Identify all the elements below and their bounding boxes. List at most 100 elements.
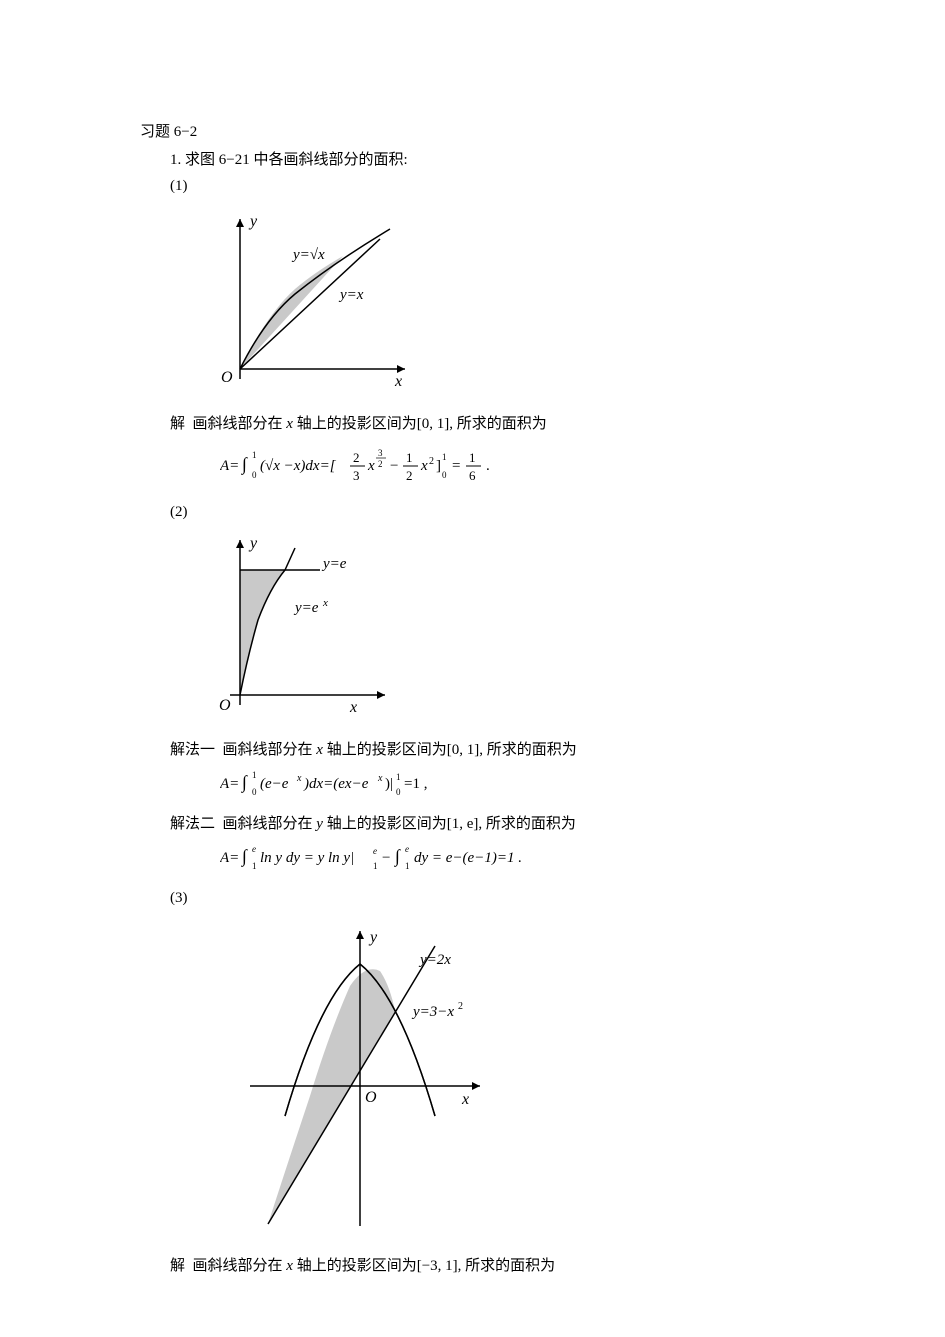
sol3-x: x — [286, 1258, 293, 1274]
f1-lb: 0 — [252, 470, 257, 480]
x-arrow-3 — [472, 1082, 480, 1090]
y-label-1: y — [248, 213, 258, 230]
part-2-label: (2) — [140, 500, 805, 524]
solution-3: 解 画斜线部分在 x 轴上的投影区间为[−3, 1], 所求的面积为 — [140, 1254, 805, 1278]
f2a-res: =1 , — [404, 776, 427, 792]
question-number: 1. — [170, 152, 181, 168]
f2a-int: ∫ — [241, 772, 248, 793]
sol3-t1: 画斜线部分在 — [193, 1258, 283, 1274]
solution-2a: 解法一 画斜线部分在 x 轴上的投影区间为[0, 1], 所求的面积为 — [140, 738, 805, 762]
exercise-header: 习题 6−2 — [140, 120, 805, 144]
formula-1: A= ∫ 1 0 (√x −x)dx=[ 2 3 x 3 2 − 1 2 x 2… — [140, 442, 805, 494]
f1-el: 0 — [442, 470, 447, 480]
f2a-ex: x — [296, 773, 302, 784]
sol1-x: x — [286, 416, 293, 432]
shaded-region-1 — [240, 256, 343, 369]
f2b-m: − — [382, 850, 390, 866]
x-arrow-1 — [397, 365, 405, 373]
x-arrow-2 — [377, 691, 385, 699]
f1-d1: 3 — [353, 468, 360, 483]
f1-n1: 2 — [353, 450, 360, 465]
sol2a-x: x — [316, 742, 323, 758]
f2a-b3: )| — [385, 776, 393, 792]
sol3-t2: 轴上的投影区间为[−3, 1], 所求的面积为 — [297, 1258, 555, 1274]
f2b-b1: ln y dy = y ln y| — [260, 850, 354, 866]
sol1-label: 解 — [170, 416, 185, 432]
curve2-label: y=x — [338, 287, 364, 303]
f1-d2: 2 — [406, 468, 413, 483]
para-sup: 2 — [458, 1001, 463, 1012]
f2b-int2: ∫ — [394, 846, 401, 867]
f2b-lb2: 1 — [405, 861, 410, 871]
f2b-el: 1 — [373, 861, 378, 871]
sol2a-t2: 轴上的投影区间为[0, 1], 所求的面积为 — [327, 742, 577, 758]
f1-en: 3 — [378, 448, 383, 458]
origin-label-2: O — [219, 697, 231, 714]
f2b-lb: 1 — [252, 861, 257, 871]
f1-x2: x — [420, 458, 428, 474]
sol2a-t1: 画斜线部分在 — [223, 742, 313, 758]
f1-eq: = — [452, 458, 460, 474]
f2b-A: A= — [220, 850, 239, 866]
f2a-ub: 1 — [252, 770, 257, 780]
sol2b-t2: 轴上的投影区间为[1, e], 所求的面积为 — [327, 816, 576, 832]
f2b-eu: e — [373, 846, 377, 856]
f2a-ex2: x — [377, 773, 383, 784]
f2a-el: 0 — [396, 787, 401, 797]
ex-label: y=e — [293, 600, 319, 616]
sol2a-label: 解法一 — [170, 742, 215, 758]
e-label: y=e — [321, 556, 347, 572]
f1-eu: 1 — [442, 452, 447, 462]
part-3-label: (3) — [140, 886, 805, 910]
f2a-eu: 1 — [396, 772, 401, 782]
f2b-ub: e — [252, 844, 256, 854]
f1-ub: 1 — [252, 450, 257, 460]
x-label-3: x — [461, 1091, 469, 1108]
x-label-1: x — [394, 373, 402, 390]
f2b-int: ∫ — [241, 846, 248, 867]
origin-label-1: O — [221, 369, 233, 386]
sol1-t1: 画斜线部分在 — [193, 416, 283, 432]
f1-int: ∫ — [241, 454, 248, 475]
ex-sup: x — [322, 597, 328, 609]
f2b-b2: dy = e−(e−1)=1 . — [414, 850, 522, 866]
f1-n3: 1 — [469, 450, 476, 465]
figure-3: O x y y=2x y=3−x 2 — [140, 916, 805, 1244]
sol2b-label: 解法二 — [170, 816, 215, 832]
sol2b-t1: 画斜线部分在 — [223, 816, 313, 832]
f1-sq: 2 — [429, 456, 434, 467]
question-text: 求图 6−21 中各画斜线部分的面积 — [185, 152, 403, 168]
f1-body: (√x −x)dx=[ — [260, 458, 337, 474]
f1-dot: . — [486, 458, 490, 474]
formula-2a: A= ∫ 1 0 (e−e x )dx=(ex−e x )| 1 0 =1 , — [140, 768, 805, 806]
f1-A: A= — [220, 458, 239, 474]
part-1-label: (1) — [140, 174, 805, 198]
solution-2b: 解法二 画斜线部分在 y 轴上的投影区间为[1, e], 所求的面积为 — [140, 812, 805, 836]
y-arrow-1 — [236, 219, 244, 227]
y-label-2: y — [248, 535, 258, 552]
f2b-ub2: e — [405, 844, 409, 854]
sol3-label: 解 — [170, 1258, 185, 1274]
question-line: 1. 求图 6−21 中各画斜线部分的面积: — [140, 148, 805, 172]
x-label-2: x — [349, 699, 357, 716]
origin-label-3: O — [365, 1089, 377, 1106]
solution-1: 解 画斜线部分在 x 轴上的投影区间为[0, 1], 所求的面积为 — [140, 412, 805, 436]
f2a-A: A= — [220, 776, 239, 792]
y-label-3: y — [368, 929, 378, 946]
y-arrow-2 — [236, 540, 244, 548]
f2a-b2: )dx=(ex−e — [303, 776, 369, 792]
para-label: y=3−x — [411, 1004, 454, 1020]
f2a-lb: 0 — [252, 787, 257, 797]
curve1-label: y=√x — [291, 247, 325, 263]
y-arrow-3 — [356, 931, 364, 939]
formula-2b: A= ∫ e 1 ln y dy = y ln y| e 1 − ∫ e 1 d… — [140, 842, 805, 880]
sol2b-y: y — [316, 816, 323, 832]
line2x-label: y=2x — [418, 952, 451, 968]
f1-ed: 2 — [378, 459, 383, 469]
f1-br: ] — [436, 458, 441, 474]
f1-x1: x — [367, 458, 375, 474]
f1-d3: 6 — [469, 468, 476, 483]
figure-1: O x y y=√x y=x — [140, 204, 805, 402]
figure-2: O x y y=e y=e x — [140, 530, 805, 728]
f1-n2: 1 — [406, 450, 413, 465]
